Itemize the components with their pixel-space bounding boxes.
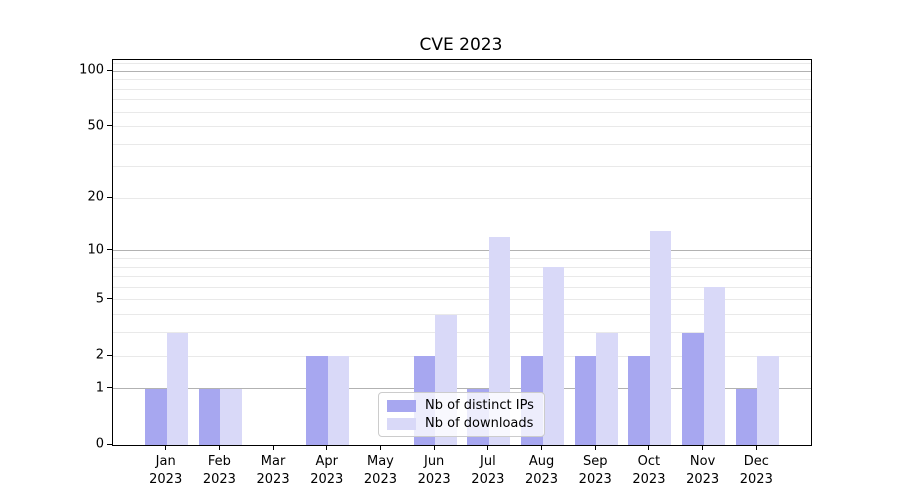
gridline-major-10 (113, 250, 811, 252)
y-tick-0 (107, 443, 112, 445)
gridline-minor-7 (113, 276, 811, 278)
y-tick-10 (107, 249, 112, 251)
bar-sep-distinct-ips (574, 356, 597, 445)
x-tick-oct (648, 445, 650, 450)
y-tick-label-5: 5 (95, 291, 104, 307)
gridline-minor-30 (113, 166, 811, 168)
y-tick-2 (107, 354, 112, 356)
bar-dec-distinct-ips (735, 388, 758, 445)
bar-sep-downloads (596, 332, 618, 445)
x-tick-nov (702, 445, 704, 450)
bar-nov-downloads (703, 287, 726, 445)
gridline-minor-60 (113, 111, 811, 113)
bar-jan-downloads (166, 332, 189, 445)
legend-swatch-downloads-icon (387, 417, 416, 430)
x-tick-label-nov: Nov 2023 (686, 454, 720, 488)
x-tick-dec (755, 445, 757, 450)
gridline-minor-20 (113, 197, 811, 199)
bar-jan-distinct-ips (145, 388, 167, 445)
gridline-minor-70 (113, 99, 811, 101)
gridline-minor-2 (113, 355, 811, 357)
x-tick-label-dec: Dec 2023 (739, 454, 773, 488)
x-tick-label-apr: Apr 2023 (310, 454, 344, 488)
gridline-major-100 (113, 70, 811, 72)
x-tick-apr (326, 445, 328, 450)
bar-feb-downloads (220, 388, 242, 445)
x-tick-jun (433, 445, 435, 450)
y-tick-100 (107, 69, 112, 71)
x-tick-may (379, 445, 381, 450)
y-tick-1 (107, 387, 112, 389)
bar-aug-downloads (542, 267, 564, 445)
legend-label-downloads: Nb of downloads (425, 416, 534, 431)
x-tick-label-oct: Oct 2023 (632, 454, 666, 488)
x-tick-jan (165, 445, 167, 450)
bar-nov-distinct-ips (682, 332, 704, 445)
y-tick-label-100: 100 (79, 62, 104, 78)
y-tick-label-20: 20 (87, 189, 104, 205)
y-tick-label-10: 10 (87, 242, 104, 258)
x-tick-label-feb: Feb 2023 (202, 454, 236, 488)
x-tick-feb (218, 445, 220, 450)
gridline-minor-8 (113, 266, 811, 268)
gridline-minor-4 (113, 314, 811, 316)
x-tick-mar (272, 445, 274, 450)
y-tick-label-1: 1 (95, 380, 104, 396)
gridline-minor-110 (113, 63, 811, 65)
bar-apr-distinct-ips (306, 356, 328, 445)
legend-item-distinct-ips: Nb of distinct IPs (387, 398, 534, 413)
x-tick-jul (487, 445, 489, 450)
gridline-major-1 (113, 388, 811, 390)
x-tick-label-jul: Jul 2023 (471, 454, 505, 488)
bar-feb-distinct-ips (198, 388, 221, 445)
bar-apr-downloads (327, 356, 350, 445)
x-tick-label-aug: Aug 2023 (524, 454, 559, 488)
x-tick-label-mar: Mar 2023 (256, 454, 290, 488)
bar-dec-downloads (757, 356, 779, 445)
gridline-minor-3 (113, 332, 811, 334)
x-tick-label-jun: Jun 2023 (417, 454, 451, 488)
x-tick-label-jan: Jan 2023 (149, 454, 183, 488)
y-tick-5 (107, 298, 112, 300)
gridline-minor-50 (113, 126, 811, 128)
gridline-minor-5 (113, 299, 811, 301)
y-tick-50 (107, 125, 112, 127)
x-tick-aug (541, 445, 543, 450)
y-tick-label-2: 2 (95, 347, 104, 363)
gridline-minor-6 (113, 286, 811, 288)
x-tick-label-sep: Sep 2023 (578, 454, 612, 488)
legend-swatch-distinct-ips-icon (387, 399, 416, 412)
chart-title: CVE 2023 (419, 35, 503, 55)
plot-area (112, 59, 812, 446)
y-tick-20 (107, 196, 112, 198)
legend: Nb of distinct IPs Nb of downloads (378, 392, 545, 437)
x-tick-label-may: May 2023 (363, 454, 397, 488)
bar-oct-distinct-ips (628, 356, 650, 445)
gridline-minor-80 (113, 88, 811, 90)
y-tick-label-50: 50 (87, 118, 104, 134)
legend-item-downloads: Nb of downloads (387, 416, 534, 431)
bar-oct-downloads (649, 231, 672, 445)
x-tick-sep (594, 445, 596, 450)
legend-label-distinct-ips: Nb of distinct IPs (425, 398, 534, 413)
gridline-minor-9 (113, 258, 811, 259)
gridline-minor-40 (113, 143, 811, 145)
y-tick-label-0: 0 (95, 436, 104, 452)
gridline-minor-90 (113, 79, 811, 81)
